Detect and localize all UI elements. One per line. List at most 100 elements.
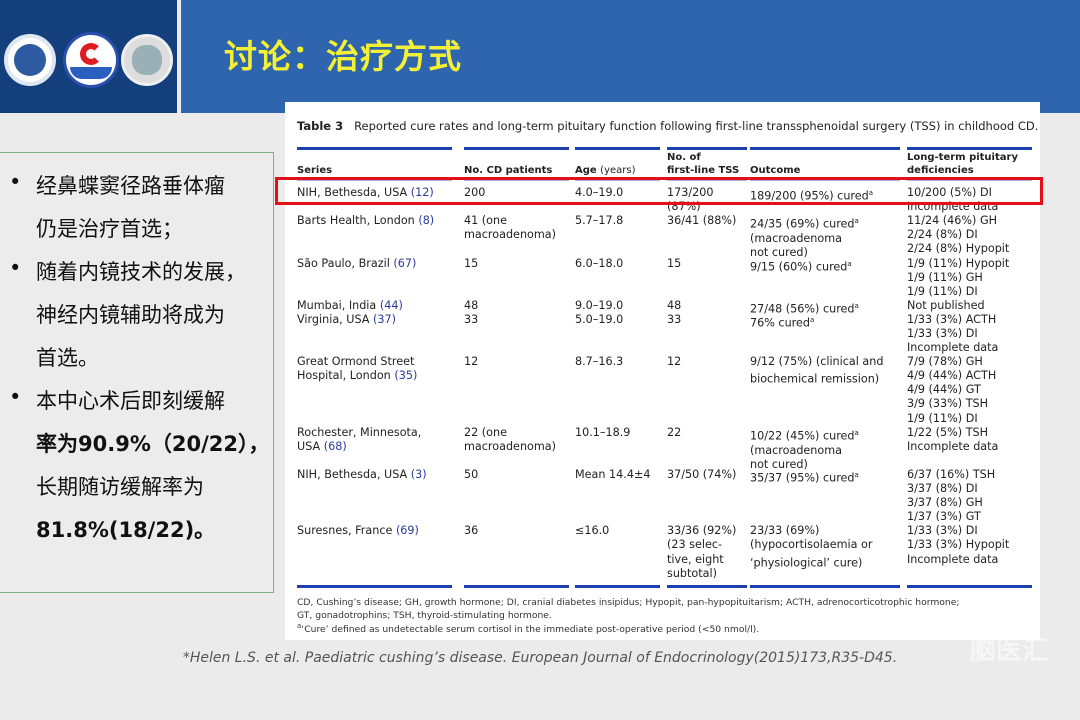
header-rule [464,180,569,181]
tss-cell: 33 [667,312,682,326]
outcome-cell: 23/33 (69%) (hypocortisolaemia or ‘physi… [750,524,873,570]
title-bar [181,0,1080,113]
watermark-logo: 脑医汇 [970,636,1049,666]
outcome-cell: 76% cureda [750,315,815,330]
series-cell: Rochester, Minnesota, USA (68) [297,425,422,453]
reference-link: (37) [373,312,396,326]
table-rule-bottom [575,585,660,588]
tss-cell: 36/41 (88%) [667,214,737,228]
bullet-text: 本中心术后即刻缓解 [36,389,225,413]
bullet-text: 随着内镜技术的发展， [36,260,246,284]
bullet-icon: • [9,256,22,280]
brain-logo [121,34,173,86]
logo-bar [0,0,177,113]
footnote: CD, Cushing’s disease; GH, growth hormon… [297,597,960,608]
series-cell: Great Ormond Street Hospital, London (35… [297,355,418,383]
outcome-cell: 27/48 (56%) cureda [750,301,859,316]
patients-cell: 36 [464,524,479,538]
outcome-cell: 24/35 (69%) cureda (macroadenoma not cur… [750,217,859,260]
header-patients: No. CD patients [464,165,553,176]
hospital-logo [4,34,56,86]
age-cell: 5.0–19.0 [575,312,624,326]
series-cell: NIH, Bethesda, USA (3) [297,468,427,481]
table-caption: Table 3 Reported cure rates and long-ter… [297,119,1039,133]
reference-link: (8) [418,214,435,228]
series-cell: Barts Health, London (8) [297,214,435,228]
tss-cell: 22 [667,425,682,439]
footnote: GT, gonadotrophins; TSH, thyroid-stimula… [297,609,552,621]
header-rule [575,180,660,181]
age-cell: 4.0–19.0 [575,186,624,199]
tss-cell: 37/50 (74%) [667,468,737,481]
table-rule-bottom [907,585,1032,588]
outcome-cell: 10/22 (45%) cureda (macroadenoma not cur… [750,428,859,471]
age-cell: 6.0–18.0 [575,256,624,270]
society-logo [63,32,119,88]
header-outcome: Outcome [750,165,801,176]
age-cell: 9.0–19.0 [575,298,624,312]
header-rule [907,180,1032,181]
bullet-text: 81.8%(18/22)。 [36,518,216,542]
table-rule-bottom [464,585,569,588]
bullet-text: 首选。 [36,346,99,370]
age-cell: 8.7–16.3 [575,355,624,369]
outcome-cell: 189/200 (95%) cureda [750,189,874,203]
deficiencies-cell: 11/24 (46%) GH 2/24 (8%) DI 2/24 (8%) Hy… [907,214,1010,256]
tss-cell: 12 [667,355,682,369]
age-cell: Mean 14.4±4 [575,468,651,481]
outcome-cell: 35/37 (95%) cureda [750,471,859,485]
header-rule [297,180,452,181]
tss-cell: 48 [667,298,682,312]
tss-cell: 15 [667,256,682,270]
deficiencies-cell: 7/9 (78%) GH 4/9 (44%) ACTH 4/9 (44%) GT… [907,355,997,425]
bullet-text: 经鼻蝶窦径路垂体瘤 [36,174,225,198]
bullet-text: 神经内镜辅助将成为 [36,303,225,327]
table-rule-top [297,147,452,150]
reference-link: (69) [395,524,419,538]
outcome-cell: 9/12 (75%) (clinical and biochemical rem… [750,355,884,387]
highlight-box [275,177,1043,205]
table-rule-top [750,147,900,150]
patients-cell: 22 (one macroadenoma) [464,425,556,453]
deficiencies-cell: Not published [907,298,985,312]
table-rule-bottom [750,585,900,588]
reference-link: (35) [394,369,418,383]
tss-cell: 33/36 (92%) (23 selec- tive, eight subto… [667,524,737,580]
deficiencies-cell: 1/22 (5%) TSH Incomplete data [907,425,999,453]
table-rule-top [575,147,660,150]
deficiencies-cell: 6/37 (16%) TSH 3/37 (8%) DI 3/37 (8%) GH… [907,468,996,524]
bullet-icon: • [9,385,22,409]
patients-cell: 15 [464,256,479,270]
series-cell: Virginia, USA (37) [297,312,396,326]
header-age: Age (years) [575,165,636,176]
patients-cell: 12 [464,355,479,369]
table-rule-bottom [667,585,747,588]
reference-link: (3) [410,468,427,481]
table-rule-top [667,147,747,150]
header-rule [750,180,900,181]
bullet-panel: • 经鼻蝶窦径路垂体瘤 仍是治疗首选； • 随着内镜技术的发展， 神经内镜辅助将成为 首选。… [0,152,274,593]
age-cell: 10.1–18.9 [575,425,631,439]
deficiencies-cell: 1/33 (3%) ACTH 1/33 (3%) DI Incomplete d… [907,312,999,355]
header-deficiencies: Long-term pituitary deficiencies [907,152,1018,176]
table-rule-top [907,147,1032,150]
reference-link: (12) [410,186,434,199]
reference-link: (68) [323,439,347,453]
header-rule [667,180,747,181]
series-cell: Suresnes, France (69) [297,524,419,538]
footnote: a‘Cure’ defined as undetectable serum co… [297,622,760,636]
deficiencies-cell: 1/33 (3%) DI 1/33 (3%) Hypopit Incomplet… [907,524,1010,566]
reference-table: Table 3 Reported cure rates and long-ter… [285,102,1040,640]
table-rule-top [464,147,569,150]
header-series: Series [297,165,333,176]
age-cell: 5.7–17.8 [575,214,624,228]
table-rule-bottom [297,585,452,588]
series-cell: NIH, Bethesda, USA (12) [297,186,434,199]
age-cell: ≤16.0 [575,524,610,538]
bullet-text: 长期随访缓解率为 [36,475,204,499]
series-cell: São Paulo, Brazil (67) [297,256,417,270]
page-title: 讨论：治疗方式 [224,37,462,76]
series-cell: Mumbai, India (44) [297,298,403,312]
bullet-text: 率为90.9%（20/22）， [36,432,270,456]
patients-cell: 48 [464,298,479,312]
